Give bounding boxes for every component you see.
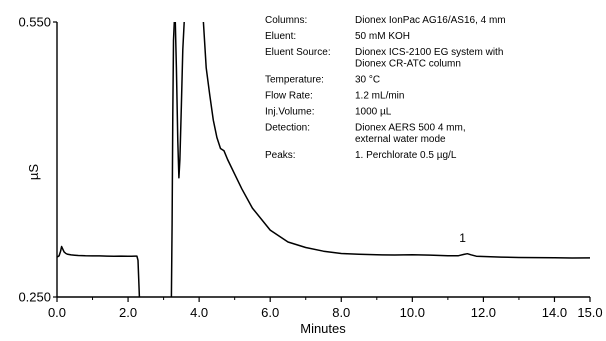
peak-label: 1 bbox=[459, 231, 466, 245]
x-axis-ticks: 0.0 2.0 4.0 6.0 8.0 10.0 12.0 14.0 15.0 bbox=[48, 297, 603, 320]
chromatogram-trace bbox=[170, 21, 176, 298]
info-value: 30 °C bbox=[355, 75, 380, 86]
info-value: external water mode bbox=[355, 134, 446, 145]
chromatogram-trace bbox=[174, 21, 185, 179]
x-tick-label: 6.0 bbox=[261, 305, 279, 320]
info-label: Temperature: bbox=[265, 75, 324, 86]
plot-area bbox=[56, 21, 591, 298]
info-value: Dionex CR-ATC column bbox=[355, 59, 461, 70]
info-value: Dionex ICS-2100 EG system with bbox=[355, 47, 503, 58]
x-tick-label: 14.0 bbox=[542, 305, 567, 320]
info-value: 1000 µL bbox=[355, 107, 392, 118]
x-tick-label: 8.0 bbox=[332, 305, 350, 320]
info-label: Eluent Source: bbox=[265, 47, 331, 58]
y-tick-label: 0.250 bbox=[18, 290, 51, 305]
info-value: 1. Perchlorate 0.5 µg/L bbox=[355, 150, 457, 161]
info-value: 50 mM KOH bbox=[355, 31, 410, 42]
info-value: Dionex IonPac AG16/AS16, 4 mm bbox=[355, 15, 506, 26]
x-tick-label: 12.0 bbox=[471, 305, 496, 320]
x-tick-label: 4.0 bbox=[190, 305, 208, 320]
x-tick-label: 10.0 bbox=[400, 305, 425, 320]
info-label: Columns: bbox=[265, 15, 307, 26]
y-axis-ticks: 0.250 0.550 bbox=[18, 15, 57, 305]
chromatogram-trace bbox=[56, 245, 141, 298]
conditions-table: Columns: Dionex IonPac AG16/AS16, 4 mm Elu… bbox=[265, 15, 506, 161]
chromatogram-trace bbox=[202, 21, 591, 259]
x-axis-title: Minutes bbox=[300, 321, 346, 336]
x-tick-label: 2.0 bbox=[119, 305, 137, 320]
info-label: Eluent: bbox=[265, 31, 296, 42]
info-label: Peaks: bbox=[265, 150, 296, 161]
y-tick-label: 0.550 bbox=[18, 15, 51, 30]
info-value: 1.2 mL/min bbox=[355, 91, 404, 102]
info-value: Dionex AERS 500 4 mm, bbox=[355, 123, 466, 134]
axes bbox=[56, 22, 590, 298]
info-label: Flow Rate: bbox=[265, 91, 313, 102]
x-tick-label: 0.0 bbox=[48, 305, 66, 320]
info-label: Detection: bbox=[265, 123, 310, 134]
info-label: Inj.Volume: bbox=[265, 107, 314, 118]
x-tick-label: 15.0 bbox=[577, 305, 602, 320]
peak-annotations: 1 bbox=[459, 231, 466, 245]
y-axis-title: µS bbox=[26, 164, 41, 180]
